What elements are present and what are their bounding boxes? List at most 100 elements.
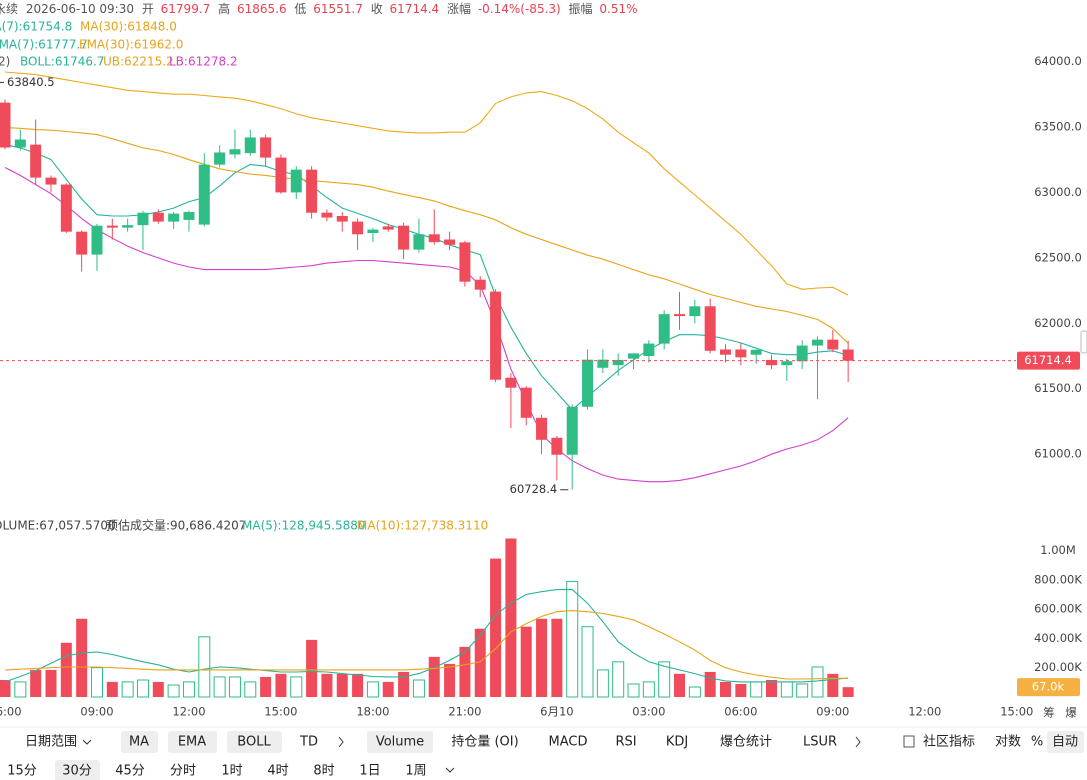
candle-body: [122, 225, 134, 228]
volume-bar: [551, 618, 563, 697]
chevron[interactable]: [445, 767, 455, 773]
interval-selected[interactable]: 30分: [62, 764, 92, 779]
more-arrow[interactable]: [338, 736, 344, 748]
y-tick-label: 61000.0: [1034, 447, 1082, 461]
interval[interactable]: 1周: [405, 764, 426, 779]
x-tick-label: 09:00: [816, 705, 849, 719]
y-tick-label: 62500.0: [1034, 250, 1082, 264]
candle-body: [551, 437, 563, 455]
candle-body: [674, 314, 686, 317]
candle-body: [474, 279, 486, 290]
open-label: 开: [142, 2, 154, 16]
volume-bar: [735, 683, 747, 697]
interval[interactable]: 8时: [313, 764, 334, 779]
candle-body: [352, 221, 364, 235]
volume-bar: [306, 639, 318, 697]
candle-body: [14, 139, 26, 148]
x-tick-label: 6月10: [540, 705, 573, 719]
tab-td[interactable]: TD: [299, 735, 318, 750]
tab-liquidation[interactable]: 爆仓统计: [720, 735, 772, 750]
candle-body: [321, 212, 333, 218]
candle-body: [306, 169, 318, 213]
last-price-box: [1017, 351, 1080, 370]
candle-body: [183, 212, 195, 220]
interval[interactable]: 1时: [221, 764, 242, 779]
candle-body: [244, 137, 256, 154]
more-arrow[interactable]: [855, 736, 861, 748]
y-tick-label: 63500.0: [1034, 119, 1082, 133]
low-label: 低: [294, 2, 306, 16]
candle-body: [720, 349, 732, 355]
time: 2026-06-10 09:30: [26, 2, 134, 16]
legend-ub: UB:62215.2: [103, 55, 174, 69]
tab-macd[interactable]: MACD: [549, 735, 588, 750]
y-tick-label: 62000.0: [1034, 316, 1082, 330]
tab-volume[interactable]: Volume: [376, 735, 424, 750]
candle-body: [30, 144, 42, 178]
volume-bar: [505, 538, 517, 697]
scroll-tab[interactable]: [1080, 330, 1087, 354]
volume-bar: [412, 679, 425, 698]
axis-tool[interactable]: 爆: [1065, 706, 1077, 720]
candle-body: [459, 242, 471, 282]
tab-ma[interactable]: MA: [129, 735, 149, 750]
volume-bar: [520, 626, 532, 697]
candle-body: [566, 406, 578, 455]
interval[interactable]: 分时: [170, 764, 196, 779]
date-range[interactable]: 日期范围: [25, 735, 77, 750]
tab-lsur[interactable]: LSUR: [803, 735, 837, 750]
candle-body: [398, 225, 410, 250]
log-toggle[interactable]: 对数: [995, 735, 1021, 750]
toolbar-row2: 15分 30分 45分 分时 1时 4时 8时 1日 1周: [7, 760, 455, 780]
community-indicators[interactable]: 社区指标: [923, 734, 975, 750]
volume-bar: [490, 558, 502, 697]
y-tick-label: 61500.0: [1034, 381, 1082, 395]
x-tick-label: 21:00: [448, 705, 481, 719]
legend-volume: VOLUME:67,057.5700: [0, 519, 116, 533]
y-tick-label: 1.00M: [1040, 543, 1076, 557]
candle-body: [842, 349, 854, 361]
x-tick-label: 09:00: [80, 705, 113, 719]
volume-bar: [780, 681, 793, 698]
x-tick-label: 06:00: [0, 705, 22, 719]
volume-bar: [658, 661, 671, 698]
interval[interactable]: 45分: [115, 764, 145, 779]
candle-body: [735, 349, 747, 358]
volume-bar: [198, 636, 211, 698]
volume-bar: [612, 661, 625, 698]
toolbar-row1: 日期范围 MA EMA BOLL TD Volume 持仓量 (OI) MACD…: [25, 731, 1084, 753]
percent-toggle[interactable]: %: [1031, 735, 1043, 750]
tab-kdj[interactable]: KDJ: [666, 735, 688, 750]
volume-bar: [704, 671, 716, 697]
interval[interactable]: 1日: [359, 764, 380, 779]
tab-ema[interactable]: EMA: [178, 735, 206, 750]
close-label: 收: [371, 2, 383, 16]
tab-oi[interactable]: 持仓量 (OI): [451, 735, 518, 750]
axis-tool[interactable]: 筹: [1043, 706, 1055, 720]
candle-body: [382, 226, 394, 230]
close-value: 61714.4: [390, 2, 440, 16]
volume-bar: [275, 673, 287, 697]
candle-body: [336, 215, 348, 222]
tab-rsi[interactable]: RSI: [615, 735, 636, 750]
tab-boll[interactable]: BOLL: [237, 735, 271, 750]
volume-bar: [336, 673, 348, 697]
volume-bar: [811, 666, 824, 698]
volume-bar: [796, 683, 809, 698]
volume-bar: [60, 642, 72, 697]
interval[interactable]: 15分: [7, 764, 37, 779]
volume-bar: [228, 676, 241, 698]
candle-body: [367, 229, 379, 233]
high-value: 61865.6: [237, 2, 287, 16]
candle-body: [704, 306, 716, 351]
chip-bg: [1047, 731, 1084, 753]
volume-bar: [596, 669, 609, 698]
candle-body: [428, 234, 440, 243]
candle-body: [198, 164, 210, 225]
auto-toggle[interactable]: 自动: [1052, 735, 1078, 750]
candle-body: [444, 239, 456, 245]
volume-ma-line: [4, 589, 849, 683]
interval[interactable]: 4时: [267, 764, 288, 779]
legend-boll: BOLL:61746.7: [20, 55, 105, 69]
